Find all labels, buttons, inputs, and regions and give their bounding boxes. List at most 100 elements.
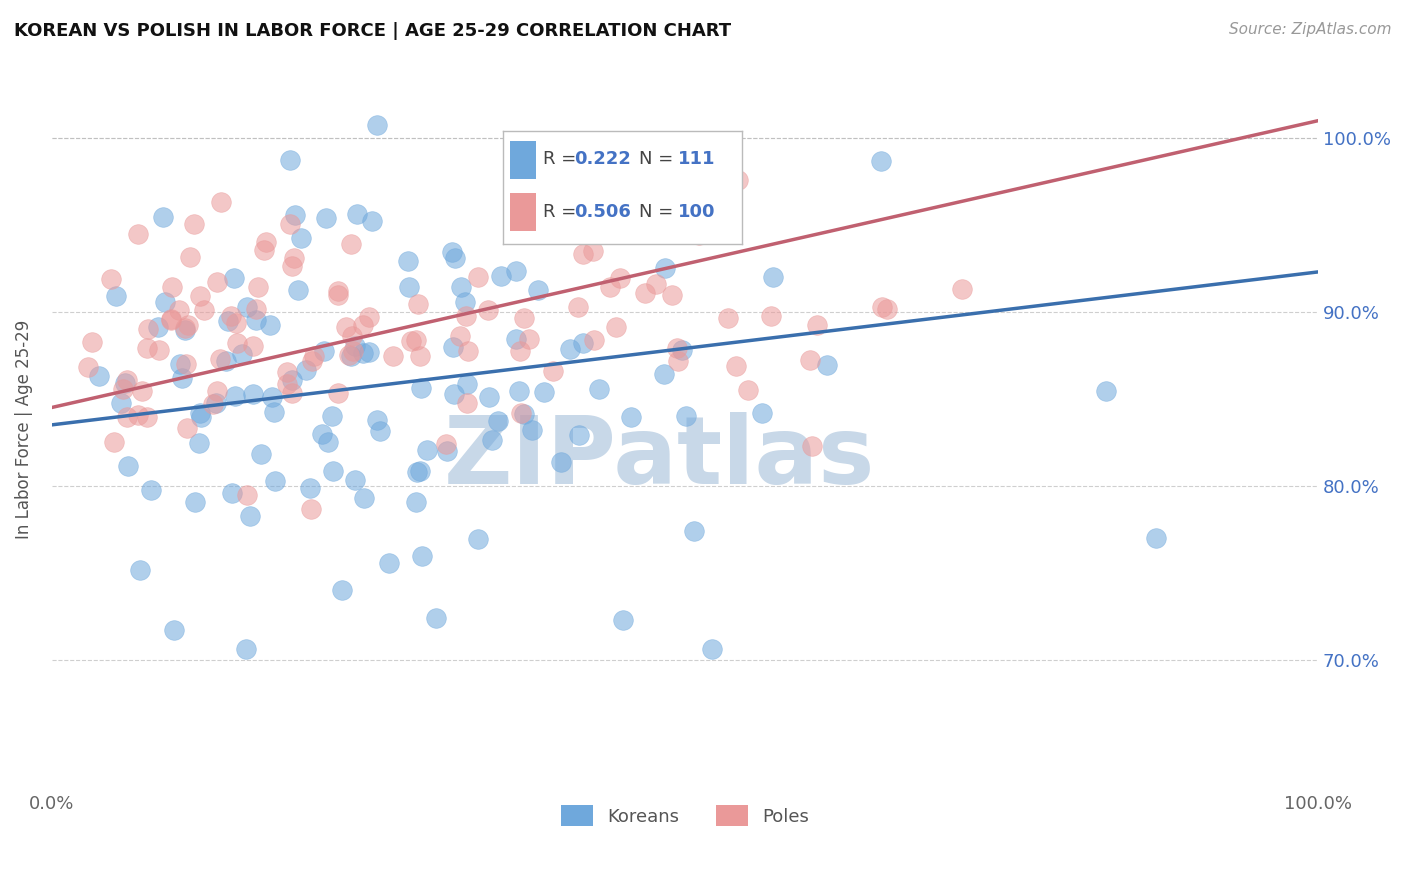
- Point: [762, 270, 785, 285]
- Point: [703, 215, 725, 229]
- Point: [263, 474, 285, 488]
- Point: [315, 211, 337, 226]
- Text: N =: N =: [640, 150, 673, 168]
- Point: [666, 341, 689, 355]
- Legend: Koreans, Poles: Koreans, Poles: [551, 796, 818, 835]
- Point: [188, 289, 211, 303]
- Point: [340, 236, 363, 251]
- Point: [950, 282, 973, 296]
- Point: [148, 343, 170, 358]
- Point: [322, 463, 344, 477]
- Point: [117, 373, 139, 387]
- Point: [231, 347, 253, 361]
- Text: Source: ZipAtlas.com: Source: ZipAtlas.com: [1229, 22, 1392, 37]
- Point: [409, 464, 432, 478]
- Text: 0.506: 0.506: [575, 203, 631, 221]
- Point: [276, 365, 298, 379]
- Point: [869, 153, 891, 168]
- Point: [443, 386, 465, 401]
- Point: [441, 244, 464, 259]
- Point: [82, 335, 104, 350]
- Point: [129, 563, 152, 577]
- Point: [457, 344, 479, 359]
- Point: [311, 427, 333, 442]
- Point: [136, 409, 159, 424]
- Point: [486, 414, 509, 428]
- Point: [509, 407, 531, 421]
- Bar: [510, 141, 536, 178]
- Point: [254, 235, 277, 249]
- Point: [599, 279, 621, 293]
- Point: [238, 508, 260, 523]
- Point: [872, 300, 894, 314]
- Point: [619, 219, 641, 233]
- Point: [179, 250, 201, 264]
- Point: [224, 389, 246, 403]
- Point: [221, 486, 243, 500]
- Point: [236, 488, 259, 502]
- Point: [806, 318, 828, 333]
- Point: [176, 421, 198, 435]
- Point: [572, 336, 595, 351]
- Point: [360, 214, 382, 228]
- Point: [236, 300, 259, 314]
- Point: [281, 372, 304, 386]
- Point: [174, 357, 197, 371]
- Point: [115, 409, 138, 424]
- Point: [138, 322, 160, 336]
- Text: N =: N =: [640, 203, 673, 221]
- Point: [340, 349, 363, 363]
- Point: [104, 289, 127, 303]
- Point: [450, 280, 472, 294]
- Point: [141, 483, 163, 497]
- Point: [441, 340, 464, 354]
- Point: [456, 396, 478, 410]
- Point: [572, 247, 595, 261]
- Point: [352, 318, 374, 332]
- Point: [278, 153, 301, 167]
- Point: [316, 434, 339, 449]
- Point: [550, 455, 572, 469]
- Point: [416, 442, 439, 457]
- Point: [409, 349, 432, 363]
- Point: [330, 582, 353, 597]
- Point: [184, 495, 207, 509]
- Point: [359, 345, 381, 359]
- Point: [815, 358, 838, 372]
- Point: [235, 642, 257, 657]
- Point: [312, 343, 335, 358]
- Point: [263, 405, 285, 419]
- Point: [411, 549, 433, 563]
- Point: [449, 329, 471, 343]
- Point: [737, 384, 759, 398]
- Point: [208, 351, 231, 366]
- Point: [583, 334, 606, 348]
- Point: [344, 474, 367, 488]
- Point: [568, 428, 591, 442]
- Point: [281, 260, 304, 274]
- Point: [335, 319, 357, 334]
- Point: [169, 357, 191, 371]
- Point: [1144, 531, 1167, 545]
- Point: [222, 270, 245, 285]
- Point: [328, 386, 350, 401]
- Point: [671, 343, 693, 357]
- Point: [1094, 384, 1116, 398]
- Y-axis label: In Labor Force | Age 25-29: In Labor Force | Age 25-29: [15, 319, 32, 539]
- Point: [543, 364, 565, 378]
- Text: R =: R =: [543, 150, 582, 168]
- Point: [491, 269, 513, 284]
- Point: [751, 406, 773, 420]
- Point: [675, 409, 697, 423]
- Point: [100, 272, 122, 286]
- Point: [368, 424, 391, 438]
- Point: [527, 283, 550, 297]
- Point: [478, 391, 501, 405]
- Point: [215, 354, 238, 368]
- Point: [512, 407, 534, 421]
- Point: [346, 207, 368, 221]
- Text: 0.222: 0.222: [575, 150, 631, 168]
- Point: [294, 363, 316, 377]
- Point: [153, 295, 176, 310]
- Point: [245, 301, 267, 316]
